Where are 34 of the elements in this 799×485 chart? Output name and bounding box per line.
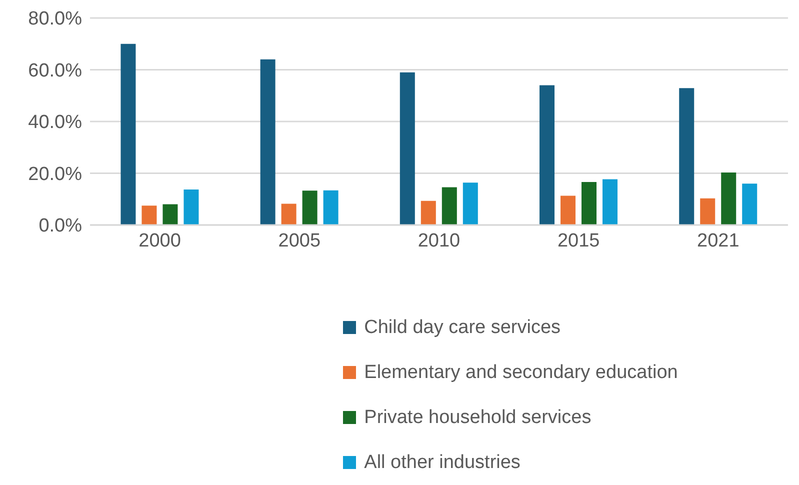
bar [442,187,457,225]
bar [700,198,716,225]
bar [602,179,618,225]
y-tick-label: 60.0% [28,60,82,82]
bar [742,184,758,225]
legend-label: All other industries [364,452,520,474]
y-tick-label: 20.0% [28,164,82,185]
bar [184,190,199,225]
x-tick-label: 2010 [418,230,460,252]
x-tick-label: 2015 [557,230,600,252]
legend-label: Private household services [364,406,592,428]
bar [302,190,318,225]
bar [420,200,436,225]
bar [582,182,597,225]
legend-label: Elementary and secondary education [364,362,678,384]
legend-label: Child day care services [364,316,561,338]
bar [281,204,296,225]
y-tick-label: 40.0% [28,112,82,134]
bar [162,204,178,225]
y-tick-label: 80.0% [28,8,82,30]
bar [560,196,576,225]
bar [400,72,415,225]
bar [142,206,157,225]
y-tick-label: 0.0% [38,216,82,237]
bar [721,172,736,225]
bar [462,182,478,225]
bar [260,59,276,225]
bar [540,85,555,225]
x-tick-label: 2000 [138,230,181,252]
x-tick-label: 2021 [697,230,740,252]
bar [323,190,338,225]
bar [120,44,136,225]
bar [679,88,694,225]
x-tick-label: 2005 [278,230,321,252]
